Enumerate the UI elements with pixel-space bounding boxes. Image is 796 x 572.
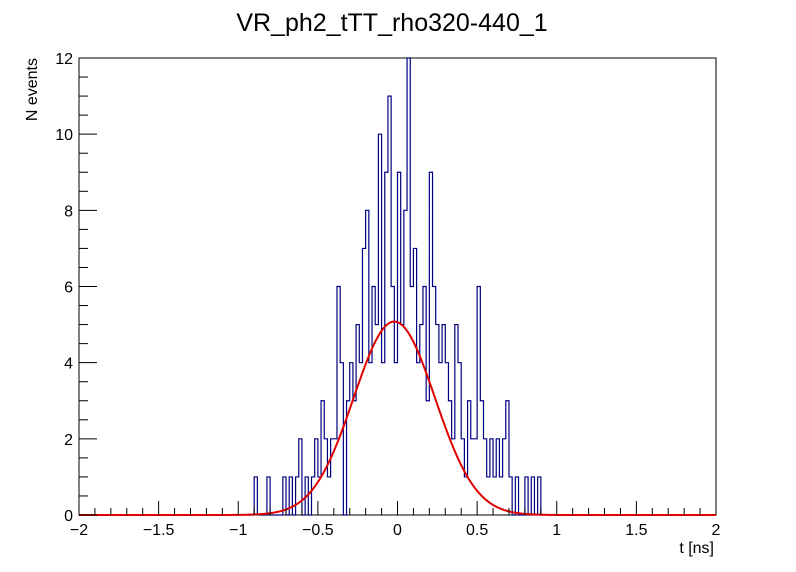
y-tick-label: 8: [64, 203, 73, 220]
x-tick-label: 1: [552, 522, 561, 539]
x-axis-label: t [ns]: [679, 540, 714, 557]
gaussian-fit-curve: [79, 320, 716, 516]
y-tick-label: 6: [64, 280, 73, 297]
x-tick-label: −2: [70, 522, 88, 539]
y-tick-label: 0: [64, 508, 73, 525]
x-tick-label: −1: [229, 522, 247, 539]
x-tick-label: −1.5: [143, 522, 175, 539]
y-tick-label: 12: [55, 51, 73, 68]
plot-area: −2 −1.5 −1 −0.5 0 0.5 1 1.5 2 0 2 4 6 8 10 12: [55, 51, 720, 539]
y-tick-label: 10: [55, 127, 73, 144]
y-axis-label: N events: [24, 58, 41, 121]
y-tick-label: 2: [64, 432, 73, 449]
y-tick-label: 4: [64, 356, 73, 373]
x-tick-label: −0.5: [302, 522, 334, 539]
x-tick-label: 0: [393, 522, 402, 539]
x-tick-label: 2: [712, 522, 721, 539]
chart-title: VR_ph2_tTT_rho320-440_1: [236, 9, 547, 37]
x-tick-label: 0.5: [466, 522, 488, 539]
x-tick-label: 1.5: [625, 522, 647, 539]
